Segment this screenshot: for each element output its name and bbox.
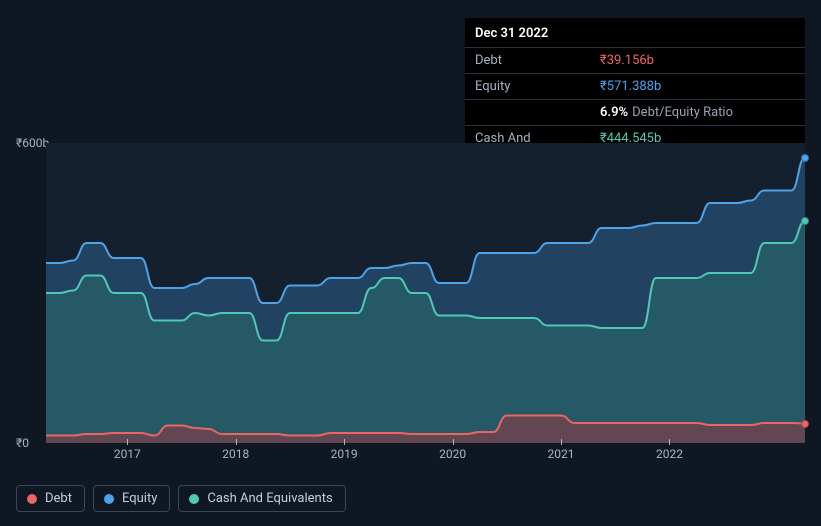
x-axis: 2017 2018 2019 2020 2021 2022 [46,447,805,467]
legend-dot [189,494,199,504]
legend-item-debt[interactable]: Debt [16,485,85,512]
legend-label: Cash And Equivalents [207,491,332,506]
tooltip-row-value: ₹39.156b [600,53,795,68]
x-tick: 2019 [331,447,358,461]
x-tick: 2020 [439,447,466,461]
y-tick: ₹0 [16,436,29,450]
tooltip-row-value: ₹571.388b [600,79,795,94]
series-endpoint-equity [801,154,809,162]
series-endpoint-debt [801,420,809,428]
tooltip-row: 6.9%Debt/Equity Ratio [465,99,805,125]
legend-label: Debt [45,491,72,506]
tooltip-row-label: Equity [475,79,600,94]
x-tick: 2021 [548,447,575,461]
chart-plot[interactable] [46,143,805,443]
legend: Debt Equity Cash And Equivalents [16,485,346,512]
legend-dot [104,494,114,504]
tooltip-row: Equity₹571.388b [465,73,805,99]
tooltip-row: Debt₹39.156b [465,47,805,73]
tooltip-row-label [475,105,600,120]
x-tick: 2022 [656,447,683,461]
legend-label: Equity [122,491,157,506]
tooltip-row-label: Debt [475,53,600,68]
series-endpoint-cash [801,217,809,225]
tooltip-date: Dec 31 2022 [465,18,805,47]
y-tick: ₹600b [16,136,49,150]
tooltip-row-value: 6.9%Debt/Equity Ratio [600,105,795,120]
x-tick: 2018 [222,447,249,461]
legend-dot [27,494,37,504]
legend-item-equity[interactable]: Equity [93,485,170,512]
x-tick: 2017 [114,447,141,461]
legend-item-cash-and-equivalents[interactable]: Cash And Equivalents [178,485,345,512]
